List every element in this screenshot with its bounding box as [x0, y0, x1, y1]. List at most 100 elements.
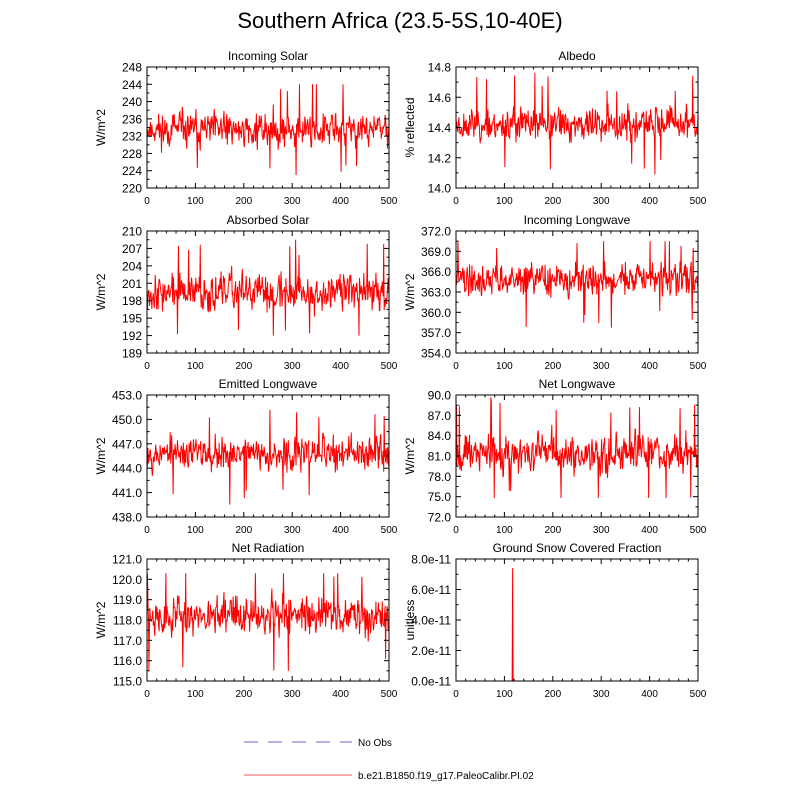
chart-panel-0: 0 100 200 300 400 500 220 224 228 232 236 240 244 248… — [94, 49, 398, 207]
x-tick-label: 0 — [144, 196, 150, 207]
y-tick-label: 248 — [122, 61, 142, 75]
series-line — [456, 568, 698, 681]
y-tick-label: 236 — [122, 112, 142, 126]
panel-title: Incoming Solar — [228, 49, 308, 63]
y-axis-label: W/m^2 — [94, 437, 108, 474]
x-tick-label: 300 — [593, 196, 610, 207]
x-tick-label: 100 — [496, 196, 513, 207]
y-tick-label: 447.0 — [112, 437, 142, 451]
y-tick-label: 119.0 — [113, 593, 142, 607]
series-line — [147, 84, 389, 176]
x-tick-label: 200 — [544, 361, 561, 372]
x-tick-label: 0 — [453, 361, 459, 372]
x-tick-label: 300 — [284, 196, 301, 207]
x-tick-label: 300 — [593, 525, 610, 536]
x-tick-label: 400 — [641, 196, 658, 207]
page-title: Southern Africa (23.5-5S,10-40E) — [237, 8, 563, 33]
x-tick-label: 100 — [187, 525, 204, 536]
y-tick-label: 366.0 — [421, 265, 451, 279]
y-tick-label: 441.0 — [112, 486, 142, 500]
y-tick-label: 360.0 — [421, 306, 451, 320]
y-tick-label: 84.0 — [428, 429, 452, 443]
x-tick-label: 400 — [641, 525, 658, 536]
y-tick-label: 118.0 — [113, 614, 142, 628]
y-tick-label: 232 — [122, 130, 142, 144]
plot-frame — [455, 558, 699, 682]
x-tick-label: 100 — [187, 689, 204, 700]
y-tick-label: 220 — [122, 182, 142, 196]
y-tick-label: 201 — [122, 277, 142, 291]
x-tick-label: 200 — [235, 689, 252, 700]
x-tick-label: 500 — [381, 196, 398, 207]
series-line — [147, 573, 389, 671]
series-line — [147, 239, 389, 336]
y-tick-label: 204 — [122, 259, 142, 273]
x-tick-label: 500 — [381, 525, 398, 536]
x-tick-label: 200 — [235, 361, 252, 372]
y-tick-label: 369.0 — [421, 245, 451, 259]
y-tick-label: 189 — [122, 347, 142, 361]
x-tick-label: 300 — [593, 689, 610, 700]
y-tick-label: 115.0 — [113, 675, 142, 689]
x-tick-label: 100 — [496, 525, 513, 536]
x-tick-label: 500 — [690, 689, 707, 700]
y-tick-label: 244 — [122, 78, 142, 92]
panel-title: Albedo — [558, 49, 596, 63]
x-tick-label: 500 — [690, 361, 707, 372]
y-tick-label: 198 — [122, 294, 142, 308]
y-tick-label: 354.0 — [421, 347, 451, 361]
x-tick-label: 200 — [544, 689, 561, 700]
panel-title: Emitted Longwave — [219, 377, 318, 391]
x-tick-label: 100 — [496, 689, 513, 700]
y-tick-label: 78.0 — [428, 470, 452, 484]
x-tick-label: 500 — [690, 525, 707, 536]
x-tick-label: 400 — [641, 361, 658, 372]
y-tick-label: 8.0e-11 — [411, 553, 451, 567]
y-tick-label: 224 — [122, 164, 142, 178]
y-axis-label: W/m^2 — [403, 273, 417, 310]
x-tick-label: 500 — [381, 361, 398, 372]
x-tick-label: 400 — [332, 196, 349, 207]
y-tick-label: 116.0 — [113, 654, 142, 668]
x-tick-label: 500 — [381, 689, 398, 700]
y-tick-label: 210 — [122, 225, 142, 239]
chart-panel-1: 0 100 200 300 400 500 14.0 14.2 14.4 14.6 14.8 Albe… — [403, 49, 707, 207]
series-line — [456, 72, 698, 175]
y-axis-label: W/m^2 — [403, 437, 417, 474]
legend: No Obs b.e21.B1850.f19_g17.PaleoCalibr.PI… — [244, 738, 534, 782]
x-tick-label: 0 — [144, 525, 150, 536]
y-tick-label: 453.0 — [112, 389, 142, 403]
x-tick-label: 300 — [284, 361, 301, 372]
x-tick-label: 400 — [332, 525, 349, 536]
y-tick-label: 72.0 — [428, 511, 452, 525]
x-tick-label: 0 — [144, 361, 150, 372]
y-tick-label: 438.0 — [112, 511, 142, 525]
y-tick-label: 4.0e-11 — [411, 614, 451, 628]
y-tick-label: 81.0 — [428, 450, 452, 464]
y-axis-label: W/m^2 — [94, 601, 108, 638]
y-tick-label: 0.0e-11 — [411, 675, 451, 689]
x-tick-label: 500 — [690, 196, 707, 207]
x-tick-label: 200 — [235, 196, 252, 207]
series-line — [456, 397, 698, 499]
y-tick-label: 444.0 — [112, 462, 142, 476]
y-tick-label: 14.0 — [428, 182, 452, 196]
x-tick-label: 200 — [235, 525, 252, 536]
chart-panel-3: 0 100 200 300 400 500 354.0 357.0 360.0 363.0 366.… — [403, 213, 707, 372]
x-tick-label: 200 — [544, 525, 561, 536]
y-axis-label: % reflected — [403, 97, 417, 157]
chart-panel-2: 0 100 200 300 400 500 189 192 195 198 201 204 207 210… — [94, 213, 398, 372]
y-tick-label: 120.0 — [112, 573, 142, 587]
x-tick-label: 0 — [144, 689, 150, 700]
legend-label: b.e21.B1850.f19_g17.PaleoCalibr.PI.02 — [358, 771, 534, 782]
y-tick-label: 207 — [122, 242, 142, 256]
panel-title: Absorbed Solar — [227, 213, 310, 227]
x-tick-label: 0 — [453, 689, 459, 700]
y-tick-label: 195 — [122, 312, 142, 326]
y-tick-label: 363.0 — [421, 286, 451, 300]
panel-title: Ground Snow Covered Fraction — [493, 541, 662, 555]
y-tick-label: 450.0 — [112, 413, 142, 427]
chart-panel-5: 0 100 200 300 400 500 72.0 75.0 78.0 81.0 84.0 87.0… — [403, 377, 707, 536]
panel-title: Net Longwave — [539, 377, 616, 391]
y-tick-label: 192 — [122, 329, 142, 343]
